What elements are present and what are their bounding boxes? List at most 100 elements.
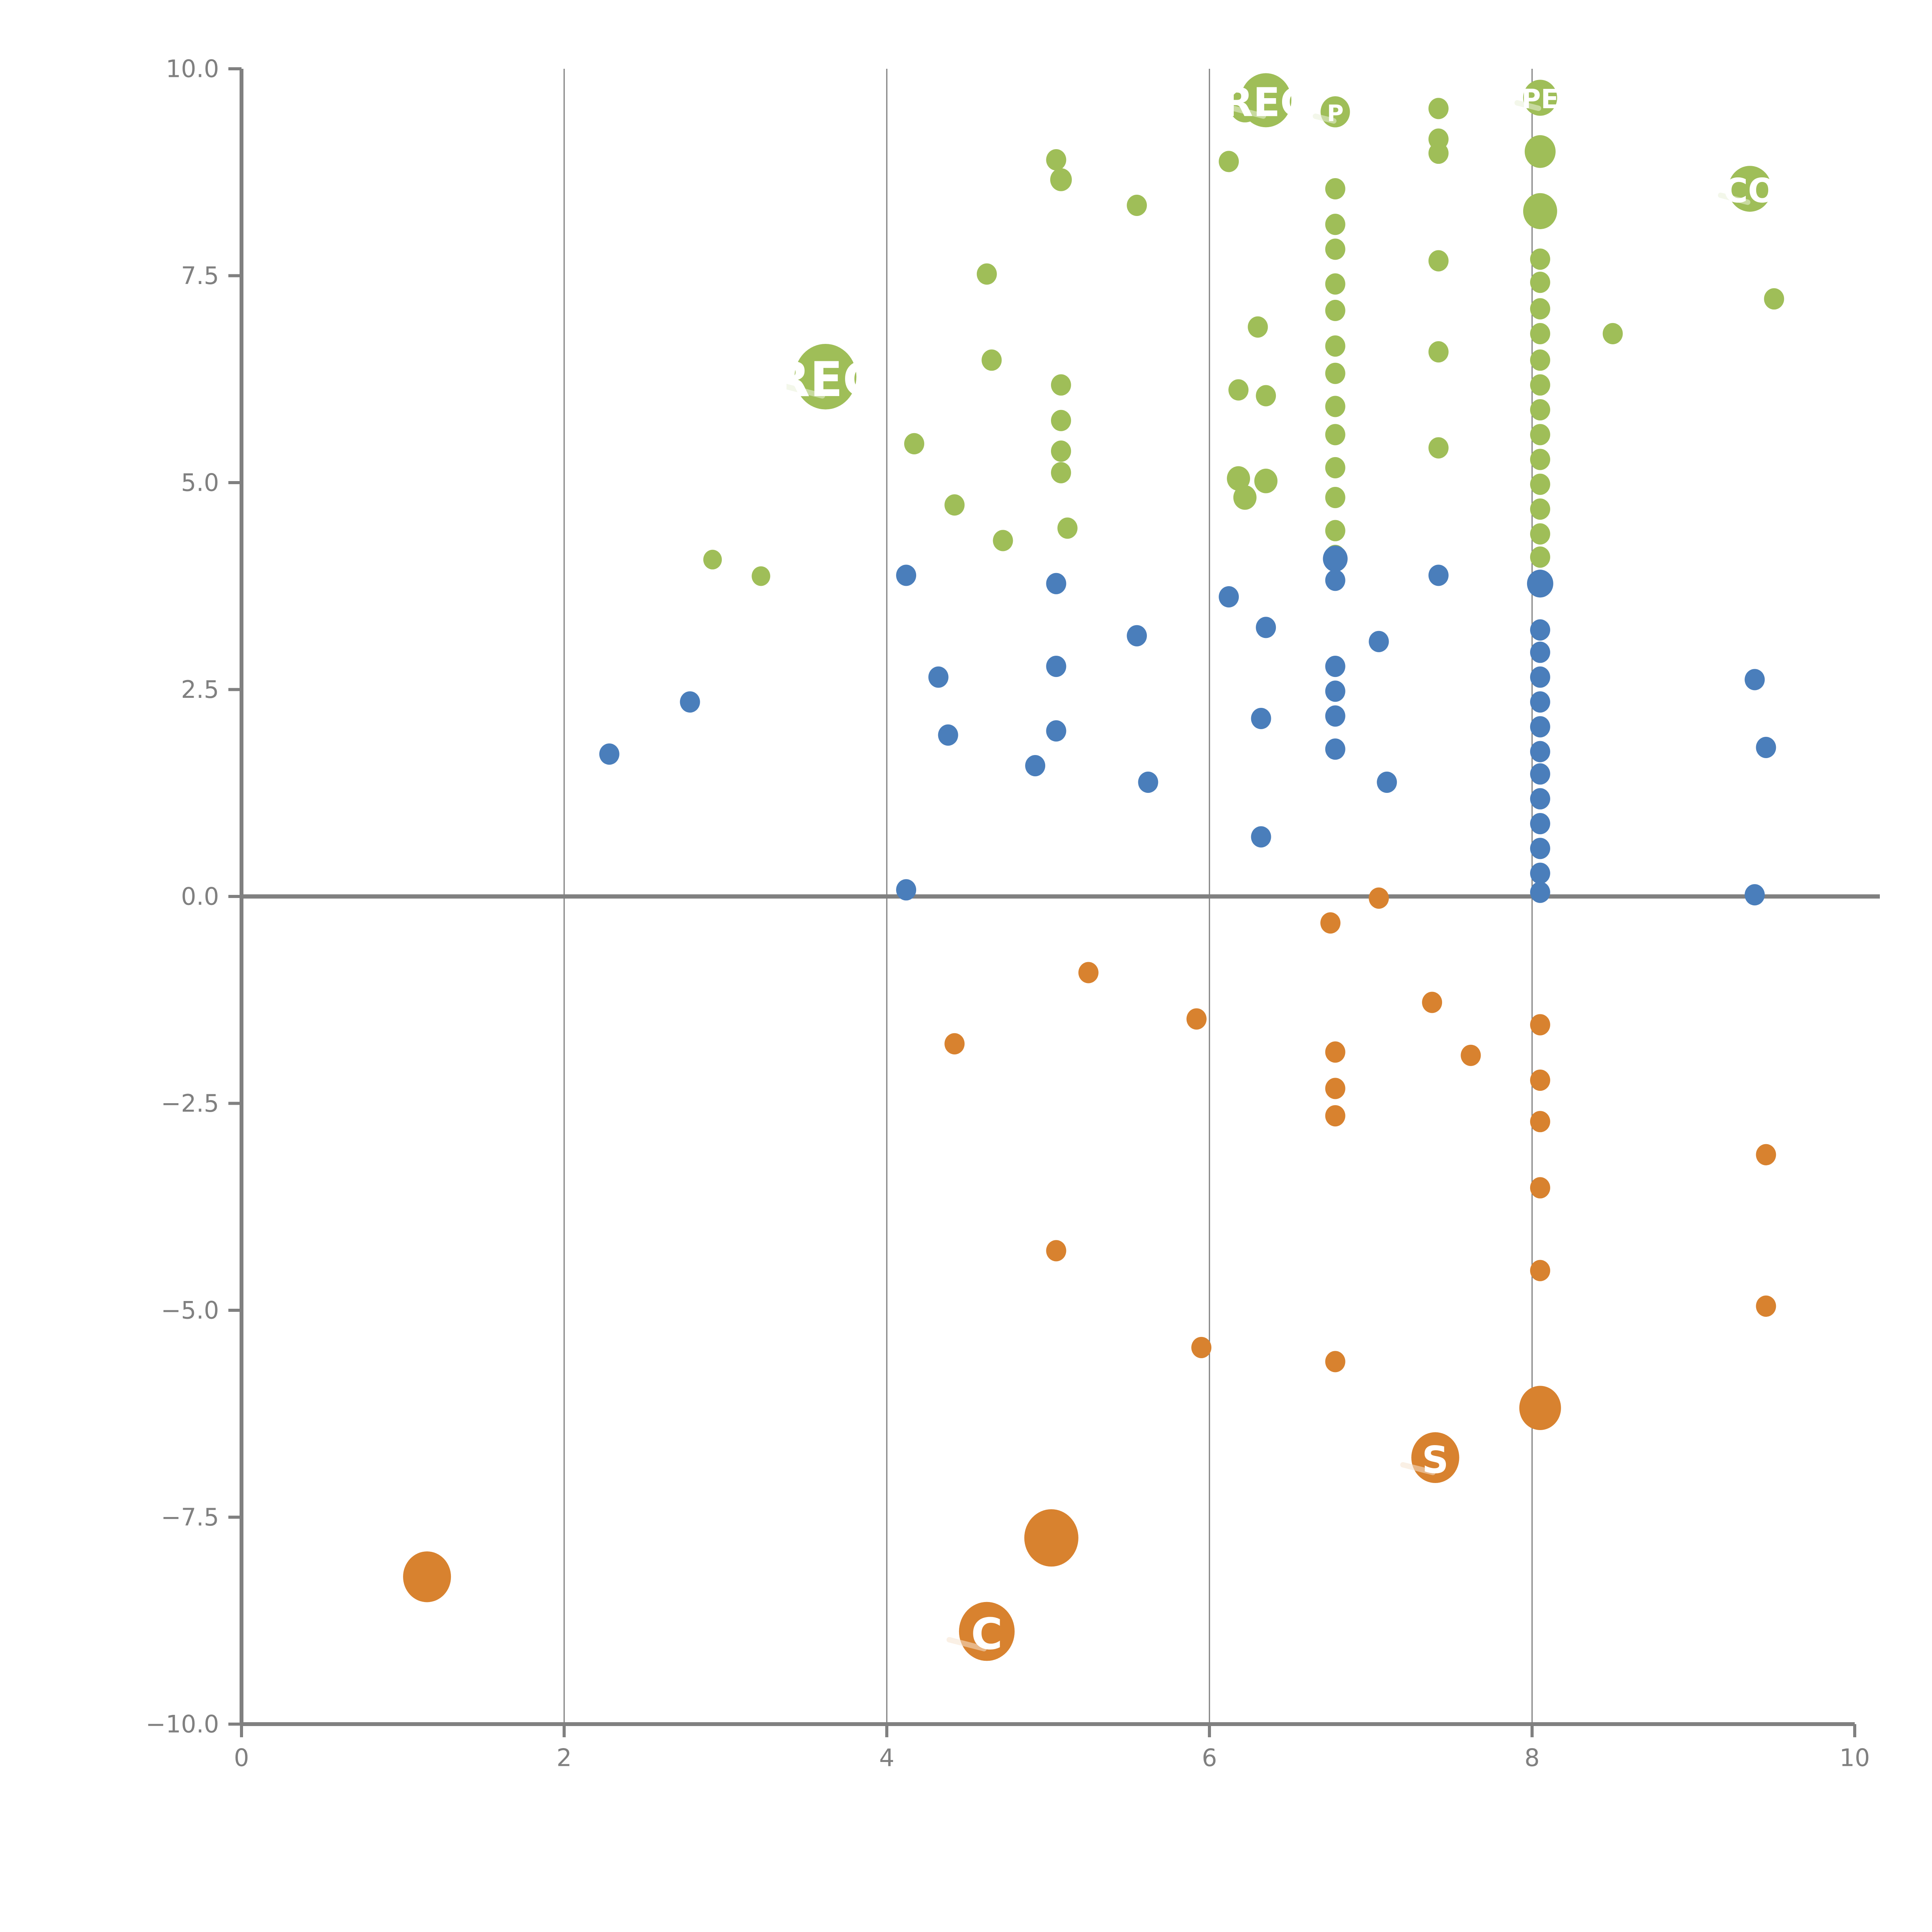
data-point-green-54: [1530, 399, 1550, 421]
data-point-green-7: [993, 530, 1013, 551]
data-point-green-26: [1325, 178, 1345, 200]
data-point-green-28: [1325, 238, 1345, 260]
data-point-green-56: [1530, 449, 1550, 470]
data-point-green-49: [1530, 272, 1550, 293]
y-tick-label--10: −10.0: [146, 1710, 219, 1738]
data-point-green-51: [1530, 323, 1550, 344]
data-point-orange-13: [1369, 887, 1389, 909]
y-axis-tick-labels: −10.0 −7.5 −5.0 −2.5 0.0 2.5 5.0 7.5 10.0: [146, 55, 219, 1738]
bubble-label-rec: REC: [773, 352, 878, 408]
data-point-orange-4: [1046, 1240, 1066, 1262]
data-point-blue-30: [1530, 716, 1550, 738]
label-leader-green-45: [1514, 100, 1541, 111]
y-tick-label--7.5: −7.5: [161, 1503, 219, 1531]
label-leader-green-25: [1313, 113, 1337, 124]
data-point-orange-9: [1325, 1041, 1345, 1063]
data-point-green-29: [1325, 273, 1345, 295]
data-point-green-48: [1530, 248, 1550, 270]
bubble-label-s: S: [1422, 1438, 1449, 1481]
data-point-blue-10: [1127, 625, 1147, 646]
data-point-blue-9: [1046, 720, 1066, 742]
data-point-blue-36: [1530, 862, 1550, 884]
data-point-green-39: [1428, 98, 1449, 119]
data-point-green-50: [1530, 298, 1550, 320]
data-point-blue-7: [1046, 573, 1066, 594]
data-point-blue-4: [928, 666, 949, 688]
data-point-green-59: [1530, 523, 1550, 545]
data-point-green-14: [1057, 517, 1078, 539]
data-point-green-16: [1219, 151, 1239, 172]
data-point-green-61: [1602, 323, 1623, 344]
y-tick-label-5: 5.0: [181, 469, 219, 497]
data-point-green-11: [1051, 410, 1071, 431]
data-point-orange-14: [1422, 992, 1442, 1013]
data-point-green-13: [1051, 462, 1071, 483]
data-point-green-35: [1325, 457, 1345, 479]
data-point-blue-0: [599, 743, 619, 765]
data-point-orange-24: [1756, 1295, 1776, 1317]
x-tick-label-0: 0: [234, 1743, 249, 1772]
data-point-green-3: [904, 433, 924, 454]
data-point-green-41: [1428, 142, 1449, 164]
data-point-green-47: [1523, 193, 1557, 230]
data-point-green-21: [1248, 316, 1268, 338]
x-tick-label-10: 10: [1840, 1743, 1870, 1772]
data-point-green-60: [1530, 546, 1550, 568]
data-point-green-24: [1254, 468, 1278, 493]
data-point-blue-1: [680, 691, 700, 713]
x-tick-label-6: 6: [1202, 1743, 1217, 1772]
data-point-blue-27: [1530, 641, 1550, 663]
y-tick-label-7.5: 7.5: [181, 262, 219, 290]
y-tick-label-2.5: 2.5: [181, 675, 219, 704]
data-point-blue-20: [1325, 705, 1345, 727]
data-point-green-44: [1428, 437, 1449, 459]
data-point-blue-22: [1369, 631, 1389, 652]
data-point-green-10: [1051, 374, 1071, 396]
data-point-blue-12: [1219, 586, 1239, 608]
data-point-blue-13: [1256, 617, 1276, 638]
data-point-blue-16: [1323, 546, 1348, 572]
x-axis-tick-labels: 0 2 4 6 8 10: [234, 1743, 1870, 1772]
data-point-orange-8: [1320, 912, 1341, 934]
data-point-green-43: [1428, 341, 1449, 363]
data-point-green-1: [752, 566, 770, 586]
data-point-blue-31: [1530, 741, 1550, 762]
data-point-blue-15: [1251, 826, 1271, 848]
x-tick-label-2: 2: [556, 1743, 571, 1772]
data-point-orange-10: [1325, 1078, 1345, 1099]
data-point-green-33: [1325, 396, 1345, 417]
x-tick-label-8: 8: [1524, 1743, 1539, 1772]
data-point-green-12: [1051, 440, 1071, 462]
data-point-blue-6: [1025, 755, 1046, 777]
label-leader-green-18: [1229, 105, 1266, 119]
y-tick-label-0: 0.0: [181, 883, 219, 911]
data-point-blue-40: [1745, 884, 1765, 906]
data-point-green-36: [1325, 486, 1345, 509]
label-leader-green-2: [781, 383, 825, 399]
data-point-green-9: [1050, 168, 1072, 191]
data-point-green-5: [976, 263, 997, 285]
data-point-orange-6: [1186, 1008, 1207, 1030]
y-tick-label-10: 10.0: [166, 55, 219, 83]
data-point-green-58: [1530, 498, 1550, 520]
data-point-orange-16: [1461, 1044, 1481, 1066]
data-point-blue-26: [1530, 619, 1550, 641]
data-point-blue-11: [1138, 771, 1158, 793]
data-point-orange-21: [1530, 1260, 1550, 1281]
data-point-blue-19: [1325, 680, 1345, 702]
data-point-orange-19: [1530, 1111, 1550, 1133]
data-point-blue-21: [1325, 738, 1345, 760]
y-tick-label--5: −5.0: [161, 1296, 219, 1325]
data-point-green-37: [1325, 520, 1345, 541]
data-point-blue-23: [1377, 771, 1397, 793]
data-point-green-42: [1428, 250, 1449, 272]
data-point-blue-3: [896, 879, 917, 901]
data-point-green-4: [944, 494, 965, 516]
x-tick-label-4: 4: [879, 1743, 894, 1772]
data-point-orange-11: [1325, 1105, 1345, 1127]
data-point-green-8: [1046, 149, 1066, 171]
bubble-labels-layer: REC REC P PE CO C S: [773, 80, 1777, 1659]
data-point-blue-24: [1428, 565, 1449, 586]
data-point-orange-23: [1756, 1144, 1776, 1165]
